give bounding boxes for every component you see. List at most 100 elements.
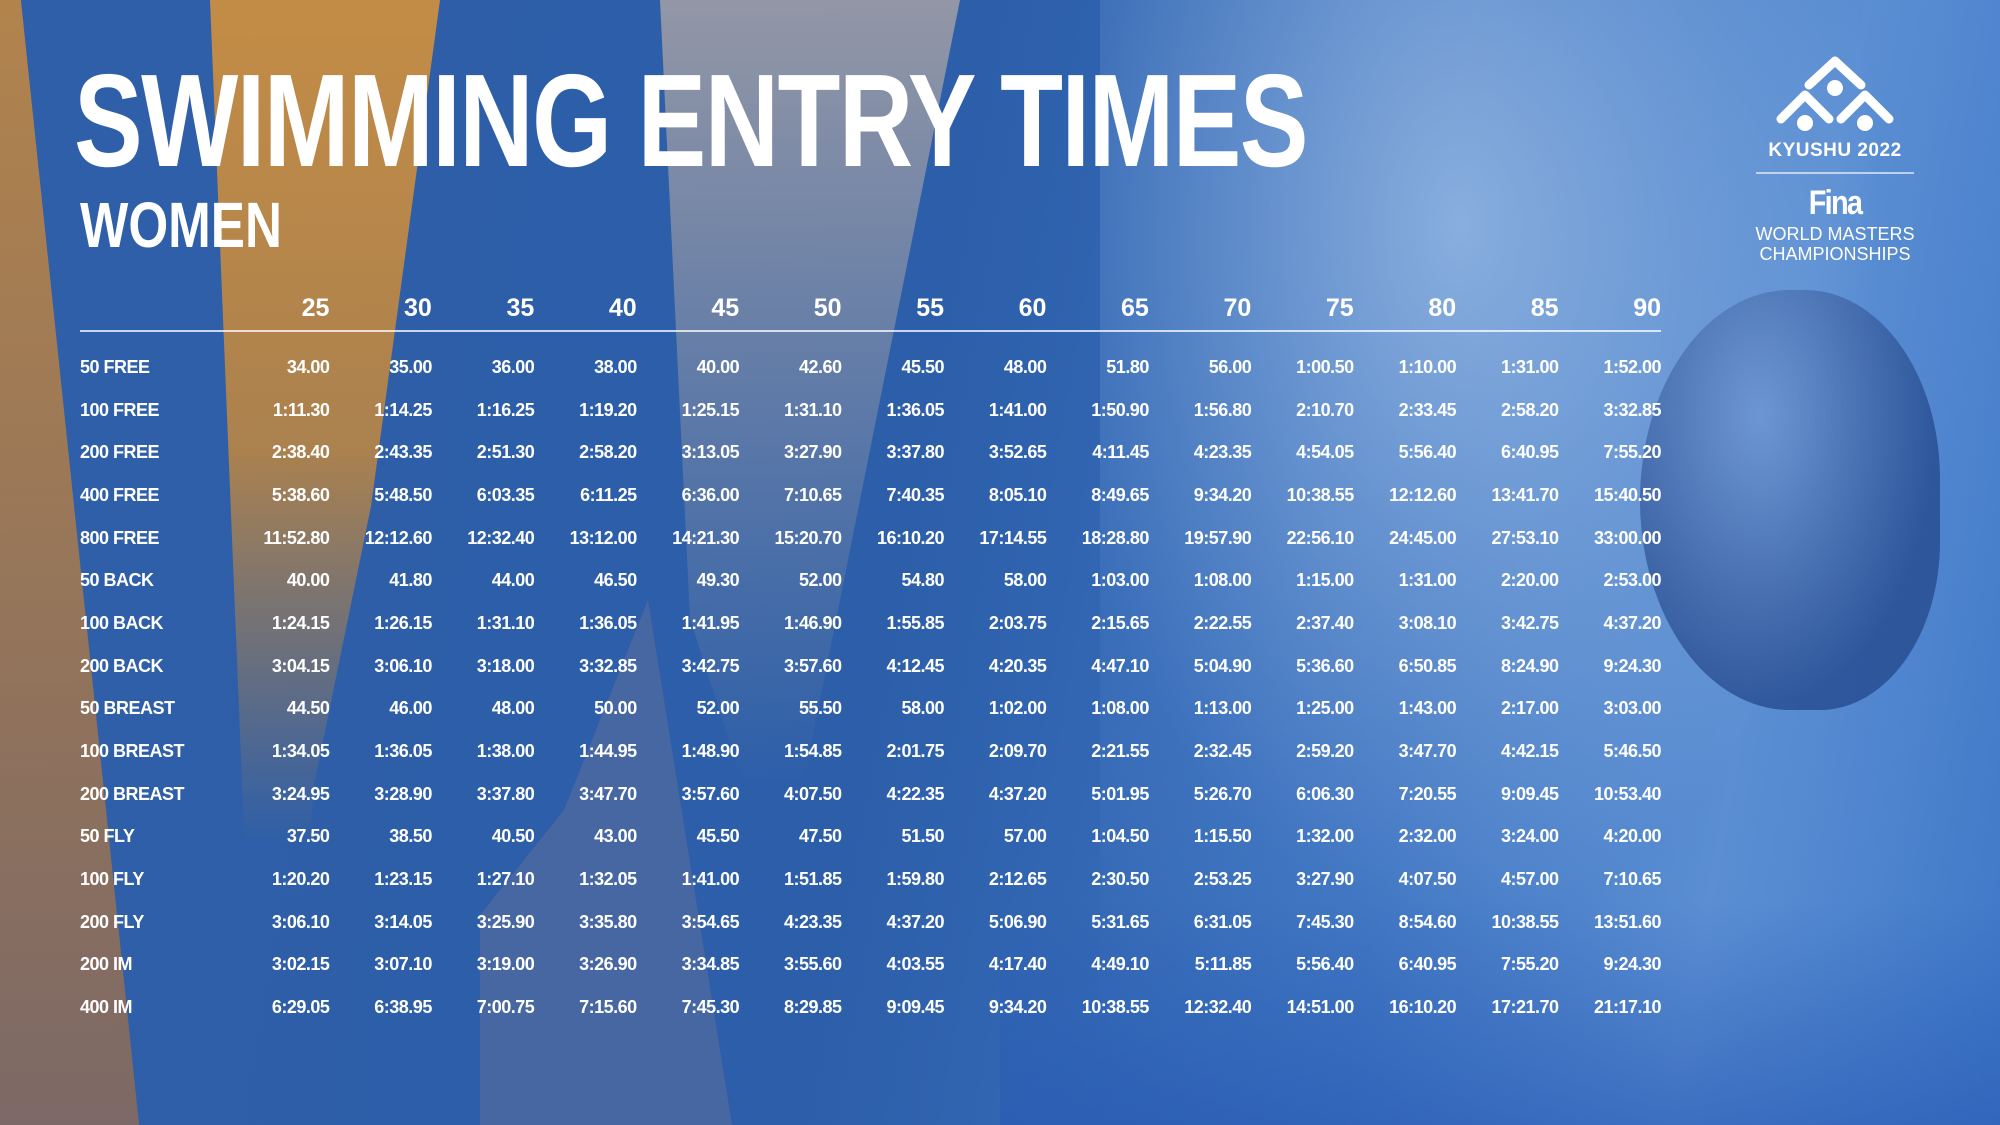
entry-time-cell: 3:55.60	[784, 954, 842, 975]
entry-time-cell: 12:32.40	[1184, 997, 1252, 1018]
entry-time-cell: 4:37.20	[988, 783, 1047, 804]
table-row: 200 FLY 3:06.10 3:14.05 3:25.90 3:35.80 3:54.…	[80, 901, 1662, 944]
entry-time-cell: 1:31.10	[476, 612, 535, 633]
entry-time-cell: 1:36.05	[374, 741, 432, 762]
entry-time-cell: 11:52.80	[263, 527, 330, 548]
entry-time-cell: 8:29.85	[784, 997, 842, 1018]
entry-time-cell: 2:43.35	[374, 442, 432, 463]
entry-time-cell: 40.50	[491, 826, 535, 847]
entry-time-cell: 48.00	[491, 698, 535, 719]
entry-time-cell: 1:41.95	[681, 612, 740, 633]
entry-time-cell: 3:04.15	[271, 655, 330, 676]
entry-time-cell: 12:32.40	[467, 527, 535, 548]
event-label: 50 BACK	[80, 570, 154, 591]
entry-time-cell: 1:15.00	[1296, 570, 1354, 591]
entry-time-cell: 3:28.90	[374, 783, 432, 804]
entry-time-cell: 3:26.90	[579, 954, 637, 975]
entry-time-cell: 4:37.20	[886, 911, 944, 932]
table-row: 400 FREE 5:38.60 5:48.50 6:03.35 6:11.25 6:36…	[80, 474, 1662, 517]
table-row: 200 IM 3:02.15 3:07.10 3:19.00 3:26.90 3:34.8…	[80, 944, 1662, 987]
entry-time-cell: 6:06.30	[1296, 783, 1354, 804]
entry-time-cell: 3:47.70	[1398, 741, 1457, 762]
entry-time-cell: 1:31.00	[1501, 356, 1559, 377]
entry-time-cell: 46.50	[594, 570, 637, 591]
entry-time-cell: 3:54.65	[681, 911, 740, 932]
entry-time-cell: 3:47.70	[579, 783, 637, 804]
page-title: SWIMMING ENTRY TIMES	[74, 47, 1308, 194]
event-label: 200 FREE	[80, 442, 160, 463]
entry-time-cell: 7:45.30	[1296, 911, 1354, 932]
entry-time-cell: 1:55.85	[886, 612, 944, 633]
column-header-age-70: 70	[1223, 293, 1252, 322]
entry-time-cell: 1:41.00	[988, 399, 1047, 420]
entry-time-cell: 4:07.50	[1398, 869, 1457, 890]
entry-time-cell: 27:53.10	[1491, 527, 1560, 548]
entry-time-cell: 6:40.95	[1398, 954, 1457, 975]
entry-time-cell: 5:56.40	[1296, 954, 1354, 975]
entry-time-cell: 51.50	[901, 826, 944, 847]
entry-time-cell: 5:01.95	[1091, 783, 1149, 804]
entry-time-cell: 1:32.00	[1296, 826, 1354, 847]
entry-time-cell: 56.00	[1208, 356, 1252, 377]
entry-time-cell: 34.00	[286, 356, 330, 377]
entry-time-cell: 3:19.00	[476, 954, 535, 975]
entry-time-cell: 10:38.55	[1081, 997, 1150, 1018]
entry-time-cell: 17:14.55	[979, 527, 1047, 548]
entry-time-cell: 1:43.00	[1398, 698, 1457, 719]
entry-time-cell: 5:06.90	[988, 911, 1047, 932]
entry-time-cell: 51.80	[1106, 356, 1149, 377]
entry-times-table: 25 30 35 40 45 50 55 60 65 70 75 80 85 90 50 FREE 34.0…	[80, 286, 1662, 1029]
entry-time-cell: 1:13.00	[1193, 698, 1252, 719]
entry-time-cell: 15:20.70	[774, 527, 843, 548]
entry-time-cell: 3:27.90	[1296, 869, 1354, 890]
entry-time-cell: 3:13.05	[681, 442, 740, 463]
entry-time-cell: 2:32.00	[1398, 826, 1457, 847]
table-row: 50 FREE 34.00 35.00 36.00 38.00 40.00 42.60 45.…	[80, 346, 1662, 389]
entry-time-cell: 2:15.65	[1091, 612, 1149, 633]
entry-time-cell: 6:50.85	[1398, 655, 1457, 676]
table-row: 200 BACK 3:04.15 3:06.10 3:18.00 3:32.85 3:42…	[80, 645, 1662, 688]
table-row: 100 BACK 1:24.15 1:26.15 1:31.10 1:36.05 1:41…	[80, 602, 1662, 645]
entry-time-cell: 4:03.55	[886, 954, 944, 975]
entry-time-cell: 45.50	[901, 356, 944, 377]
column-header-age-45: 45	[711, 293, 740, 322]
entry-time-cell: 52.00	[799, 570, 842, 591]
entry-time-cell: 1:25.00	[1296, 698, 1354, 719]
entry-time-cell: 2:22.55	[1193, 612, 1252, 633]
entry-time-cell: 5:11.85	[1194, 954, 1252, 975]
entry-time-cell: 2:58.20	[579, 442, 637, 463]
entry-time-cell: 2:01.75	[886, 741, 944, 762]
entry-time-cell: 3:32.85	[579, 655, 637, 676]
entry-time-cell: 2:09.70	[988, 741, 1047, 762]
table-row: 100 FREE 1:11.30 1:14.25 1:16.25 1:19.20 1:25…	[80, 389, 1662, 432]
column-header-age-75: 75	[1325, 293, 1354, 322]
column-header-age-35: 35	[506, 293, 535, 322]
event-label: 200 FLY	[80, 911, 144, 932]
column-header-age-50: 50	[813, 293, 842, 322]
logo-event-name: KYUSHU 2022	[1768, 140, 1902, 161]
entry-time-cell: 1:48.90	[681, 741, 740, 762]
entry-time-cell: 1:50.90	[1091, 399, 1149, 420]
entry-time-cell: 6:29.05	[271, 997, 330, 1018]
entry-time-cell: 6:36.00	[681, 484, 740, 505]
table-row: 100 BREAST 1:34.05 1:36.05 1:38.00 1:44.95 1:…	[80, 730, 1662, 773]
entry-time-cell: 21:17.10	[1593, 997, 1662, 1018]
entry-time-cell: 1:54.85	[784, 741, 842, 762]
entry-time-cell: 9:34.20	[1193, 484, 1252, 505]
entry-time-cell: 1:10.00	[1398, 356, 1457, 377]
entry-time-cell: 1:24.15	[271, 612, 330, 633]
entry-time-cell: 1:14.25	[374, 399, 432, 420]
column-header-age-60: 60	[1018, 293, 1047, 322]
entry-time-cell: 3:27.90	[784, 442, 842, 463]
entry-time-cell: 4:47.10	[1091, 655, 1149, 676]
entry-time-cell: 58.00	[1003, 570, 1047, 591]
entry-time-cell: 9:09.45	[886, 997, 944, 1018]
logo-line-1: WORLD MASTERS	[1755, 224, 1915, 244]
entry-time-cell: 46.00	[389, 698, 432, 719]
entry-time-cell: 41.80	[389, 570, 432, 591]
entry-time-cell: 3:35.80	[579, 911, 637, 932]
entry-time-cell: 4:20.35	[988, 655, 1047, 676]
entry-time-cell: 8:54.60	[1398, 911, 1457, 932]
water-image	[1000, 900, 2000, 1125]
column-header-age-30: 30	[404, 293, 432, 322]
